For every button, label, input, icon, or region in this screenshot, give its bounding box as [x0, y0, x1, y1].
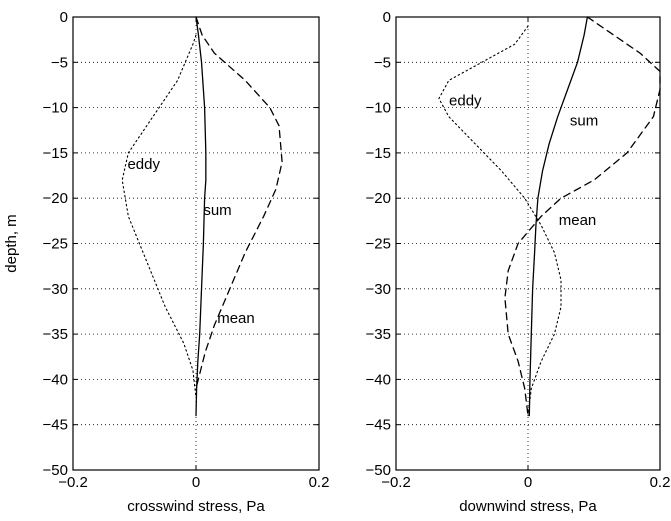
x-tick-label: 0.2 — [309, 474, 330, 491]
y-tick-label: −20 — [43, 190, 68, 207]
chart-panel-1: −0.2 0 0.20−5−10−15−20−25−30−35−40−45−50cr… — [3, 9, 329, 515]
annotation-eddy: eddy — [449, 92, 482, 109]
y-tick-label: 0 — [60, 9, 68, 26]
y-tick-label: −20 — [366, 190, 391, 207]
annotation-mean: mean — [559, 212, 597, 229]
y-axis-label: depth, m — [3, 214, 20, 272]
y-tick-label: −45 — [366, 417, 391, 434]
annotation-sum: sum — [570, 112, 598, 129]
x-axis-label: crosswind stress, Pa — [127, 498, 265, 515]
x-axis-label: downwind stress, Pa — [459, 498, 597, 515]
y-tick-label: 0 — [383, 9, 391, 26]
y-tick-label: −40 — [366, 371, 391, 388]
y-tick-label: −45 — [43, 417, 68, 434]
chart-panel-2: −0.2 0 0.20−5−10−15−20−25−30−35−40−45−50do… — [366, 9, 671, 515]
x-tick-label: 0 — [524, 474, 532, 491]
y-tick-label: −50 — [366, 462, 391, 479]
y-tick-label: −25 — [366, 236, 391, 253]
y-tick-label: −35 — [366, 326, 391, 343]
y-tick-label: −40 — [43, 371, 68, 388]
y-tick-label: −5 — [374, 54, 391, 71]
y-tick-label: −30 — [43, 281, 68, 298]
y-tick-label: −30 — [366, 281, 391, 298]
y-tick-label: −15 — [43, 145, 68, 162]
annotation-eddy: eddy — [127, 156, 160, 173]
y-tick-label: −15 — [366, 145, 391, 162]
y-tick-label: −25 — [43, 236, 68, 253]
series-line-eddy — [439, 26, 561, 416]
annotation-sum: sum — [203, 202, 231, 219]
y-tick-label: −10 — [366, 100, 391, 117]
y-tick-label: −5 — [51, 54, 68, 71]
series-line-eddy — [122, 35, 196, 397]
annotation-mean: mean — [217, 310, 255, 327]
x-tick-label: 0.2 — [650, 474, 671, 491]
y-tick-label: −10 — [43, 100, 68, 117]
x-tick-label: 0 — [192, 474, 200, 491]
y-tick-label: −35 — [43, 326, 68, 343]
y-tick-label: −50 — [43, 462, 68, 479]
